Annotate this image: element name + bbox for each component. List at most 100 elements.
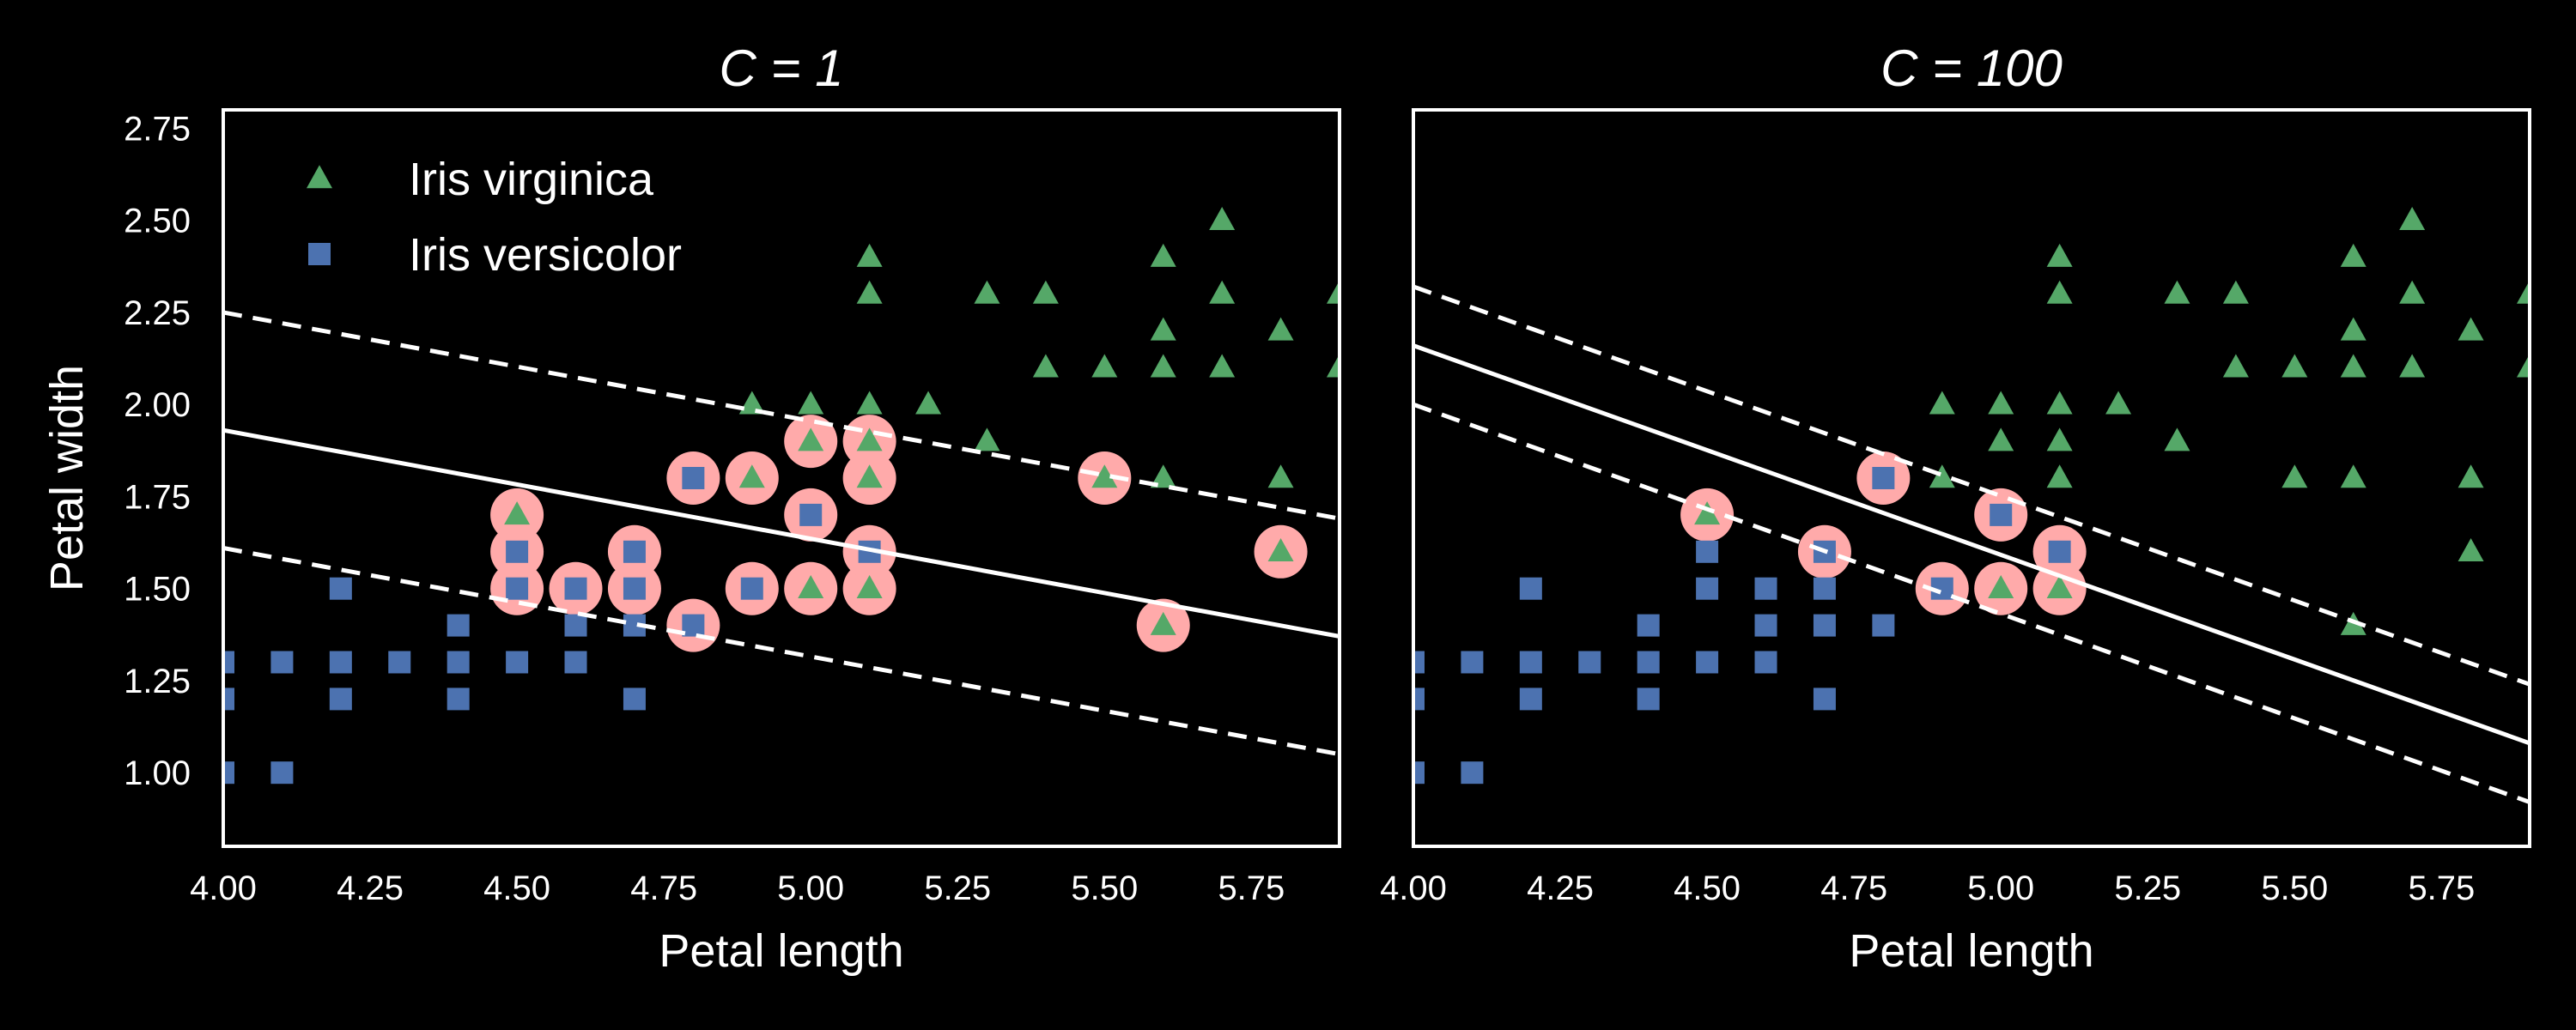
versicolor-point	[270, 651, 294, 674]
legend: Iris virginica Iris versicolor	[307, 154, 682, 281]
virginica-point	[1150, 243, 1176, 267]
virginica-point	[2046, 391, 2073, 415]
versicolor-point	[1754, 651, 1777, 674]
virginica-point	[1209, 354, 1236, 378]
versicolor-point	[1813, 614, 1836, 637]
y-tick-label: 2.50	[124, 203, 191, 240]
virginica-point	[2458, 317, 2484, 341]
versicolor-point	[1696, 577, 1719, 600]
virginica-point	[2458, 464, 2484, 488]
virginica-point	[1150, 317, 1176, 341]
virginica-point	[2281, 354, 2308, 378]
x-tick-label: 5.50	[2261, 869, 2328, 907]
virginica-point	[856, 427, 883, 451]
x-axis-label: Petal length	[1849, 925, 2093, 977]
x-tick-label: 4.25	[1527, 869, 1594, 907]
virginica-point	[2222, 280, 2249, 304]
y-axis-label: Petal width	[41, 365, 93, 591]
virginica-point	[2164, 280, 2190, 304]
versicolor-point	[1696, 651, 1719, 674]
virginica-point	[798, 391, 824, 415]
legend-square-icon	[308, 243, 331, 265]
virginica-point	[2105, 391, 2132, 415]
versicolor-point	[1696, 540, 1719, 563]
virginica-point	[2340, 354, 2366, 378]
legend-triangle-icon	[307, 165, 332, 189]
lower-margin-line	[1413, 402, 2530, 804]
y-tick-label: 1.50	[124, 571, 191, 609]
versicolor-point	[223, 651, 234, 674]
versicolor-point	[1754, 577, 1777, 600]
plot-area	[1413, 206, 2530, 804]
legend-label: Iris virginica	[409, 154, 654, 205]
versicolor-point	[799, 503, 823, 526]
x-tick-label: 4.25	[337, 869, 404, 907]
panel-c100: 4.00 4.25 4.50 4.75 5.00 5.25 5.50 5.75 C = 100 P…	[1380, 39, 2531, 977]
virginica-point	[2046, 280, 2073, 304]
decision-boundary-line	[1413, 343, 2530, 746]
virginica-point	[974, 280, 1000, 304]
virginica-point	[2340, 243, 2366, 267]
virginica-point	[1988, 427, 2014, 451]
versicolor-point	[564, 614, 587, 637]
versicolor-point	[447, 688, 470, 711]
virginica-point	[915, 391, 942, 415]
virginica-point	[798, 427, 824, 451]
virginica-point	[798, 574, 824, 598]
x-tick-label: 4.50	[483, 869, 550, 907]
virginica-point	[2399, 206, 2426, 230]
virginica-point	[856, 280, 883, 304]
virginica-point	[856, 391, 883, 415]
versicolor-point	[1413, 688, 1425, 711]
virginica-point	[2046, 243, 2073, 267]
y-tick-label: 1.75	[124, 478, 191, 516]
virginica-point	[738, 391, 765, 415]
versicolor-point	[1413, 651, 1425, 674]
lower-margin-line	[223, 546, 1340, 757]
virginica-point	[1694, 501, 1721, 525]
y-tick-label: 2.75	[124, 110, 191, 148]
virginica-point	[1150, 354, 1176, 378]
upper-margin-line	[1413, 284, 2530, 687]
versicolor-point	[623, 577, 646, 600]
x-tick-label: 5.50	[1071, 869, 1138, 907]
virginica-point	[1032, 280, 1059, 304]
y-tick-label: 1.00	[124, 754, 191, 792]
versicolor-point	[564, 577, 587, 600]
panel-title: C = 100	[1880, 39, 2063, 97]
versicolor-point	[329, 651, 352, 674]
panel-c1: 4.00 4.25 4.50 4.75 5.00 5.25 5.50 5.75 1.00 1.25…	[41, 39, 1341, 977]
plot-area	[223, 206, 1340, 785]
virginica-point	[1267, 464, 1294, 488]
versicolor-point	[1754, 614, 1777, 637]
y-tick-label: 2.00	[124, 386, 191, 424]
versicolor-point	[682, 614, 705, 637]
panel-title: C = 1	[719, 39, 843, 97]
virginica-point	[2340, 317, 2366, 341]
virginica-point	[856, 243, 883, 267]
versicolor-point	[1813, 577, 1836, 600]
virginica-point	[1091, 464, 1118, 488]
x-tick-label: 5.75	[2408, 869, 2475, 907]
virginica-point	[1267, 317, 1294, 341]
versicolor-point	[1990, 503, 2013, 526]
versicolor-point	[1637, 651, 1660, 674]
virginica-point	[504, 501, 531, 525]
x-tick-label: 5.25	[2114, 869, 2181, 907]
versicolor-point	[740, 577, 763, 600]
virginica-point	[1267, 538, 1294, 562]
virginica-point	[2458, 538, 2484, 562]
versicolor-point	[1637, 614, 1660, 637]
versicolor-point	[1578, 651, 1601, 674]
x-tick-label: 4.50	[1674, 869, 1741, 907]
virginica-point	[2046, 427, 2073, 451]
versicolor-point	[329, 577, 352, 600]
versicolor-point	[1461, 651, 1484, 674]
versicolor-point	[564, 651, 587, 674]
versicolor-point	[270, 761, 294, 785]
virginica-point	[2399, 354, 2426, 378]
virginica-point	[2399, 280, 2426, 304]
x-tick-label: 5.00	[1967, 869, 2034, 907]
virginica-point	[2046, 574, 2073, 598]
